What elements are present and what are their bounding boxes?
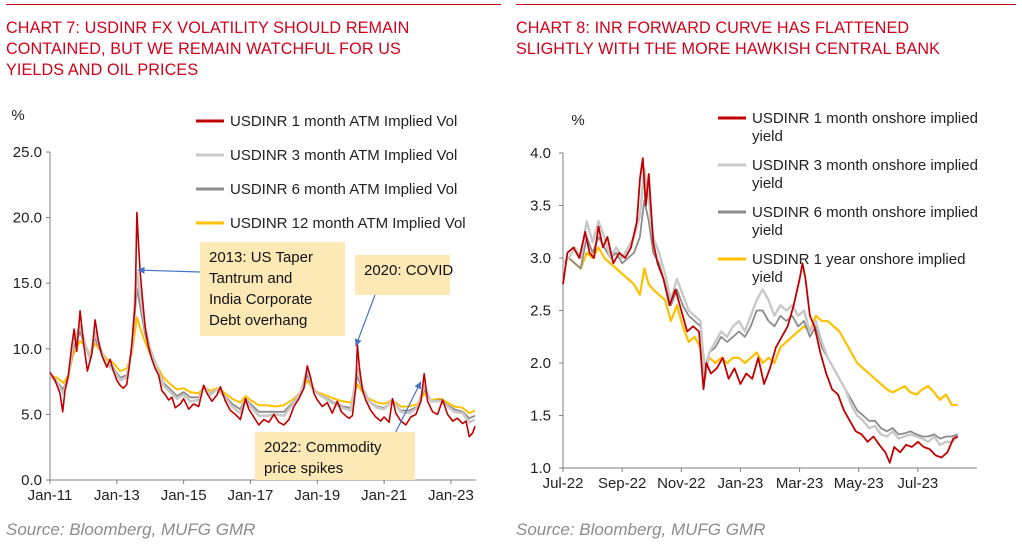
chart7-annotation-text: Debt overhang	[209, 312, 307, 329]
chart7-annotation-box	[255, 432, 415, 480]
chart8-title-line: CHART 8: INR FORWARD CURVE HAS FLATTENED	[516, 19, 910, 37]
chart7-y-tick-label: 5.0	[21, 406, 42, 423]
chart7-x-tick-label: Jan-13	[94, 487, 140, 504]
chart7-title-line: CHART 7: USDINR FX VOLATILITY SHOULD REM…	[6, 19, 410, 37]
chart7-annotation-box	[200, 242, 345, 336]
chart8-x-tick-label: Nov-22	[657, 475, 705, 492]
chart7-title-line: YIELDS AND OIL PRICES	[6, 61, 199, 79]
chart8-x-tick-label: Mar-23	[776, 475, 824, 492]
chart8-y-tick-label: 1.5	[530, 408, 551, 425]
chart7-annotation-text: India Corporate	[209, 291, 312, 308]
chart8-y-tick-label: 3.5	[530, 198, 551, 215]
chart8-top-rule	[516, 4, 1016, 5]
chart8-x-tick-label: Jul-22	[543, 475, 584, 492]
chart7-annotation-arrow	[355, 294, 376, 347]
chart7-annotation-text: 2022: Commodity	[264, 439, 382, 456]
chart7-x-tick-label: Jan-17	[228, 487, 274, 504]
chart7-y-tick-label: 0.0	[21, 472, 42, 489]
chart8-series-line	[562, 157, 959, 464]
chart8-series-line	[562, 246, 958, 407]
chart7-annotation-box	[355, 255, 450, 295]
chart7-y-tick-label: 15.0	[13, 275, 42, 292]
chart8-y-tick-label: 2.0	[530, 355, 551, 372]
chart7-top-rule	[6, 4, 501, 5]
chart8-y-axis-label: %	[571, 112, 584, 129]
chart7-source: Source: Bloomberg, MUFG GMR	[6, 520, 256, 539]
chart7-x-tick-label: Jan-21	[361, 487, 407, 504]
chart7-title: CHART 7: USDINR FX VOLATILITY SHOULD REM…	[6, 18, 409, 81]
chart7-y-tick-label: 20.0	[13, 210, 42, 227]
chart7-y-axis-label: %	[11, 107, 24, 124]
chart7-legend-label: USDINR 1 month ATM Implied Vol	[230, 113, 457, 130]
chart7-series-line	[49, 211, 476, 438]
chart8-title-line: SLIGHTLY WITH THE MORE HAWKISH CENTRAL B…	[516, 40, 941, 58]
chart7-annotation-text: 2013: US Taper	[209, 249, 313, 266]
chart7-annotation-arrowhead	[137, 266, 145, 274]
chart7-y-tick-label: 10.0	[13, 341, 42, 358]
chart8-series-line	[562, 167, 959, 447]
chart8-legend-label: yield	[752, 269, 783, 286]
chart7-annotation-arrow	[395, 381, 422, 433]
chart8-source: Source: Bloomberg, MUFG GMR	[516, 520, 766, 539]
chart8-legend-label: USDINR 3 month onshore implied	[752, 157, 978, 174]
chart7-annotation-arrow	[137, 269, 201, 273]
chart7-annotation-arrowhead	[414, 381, 421, 390]
chart8-y-tick-label: 4.0	[530, 145, 551, 162]
chart7-legend-label: USDINR 3 month ATM Implied Vol	[230, 147, 457, 164]
chart7-legend-label: USDINR 12 month ATM Implied Vol	[230, 215, 466, 232]
chart7-title-line: CONTAINED, BUT WE REMAIN WATCHFUL FOR US	[6, 40, 401, 58]
chart7-annotation-text: price spikes	[264, 460, 343, 477]
chart8-y-tick-label: 3.0	[530, 250, 551, 267]
chart7-legend-label: USDINR 6 month ATM Implied Vol	[230, 181, 457, 198]
chart7-y-tick-label: 25.0	[13, 144, 42, 161]
chart8-series-line	[562, 199, 959, 440]
chart8-title: CHART 8: INR FORWARD CURVE HAS FLATTENED…	[516, 18, 940, 60]
chart7-x-tick-label: Jan-15	[161, 487, 207, 504]
chart7-annotation-text: 2020: COVID	[364, 262, 453, 279]
chart8-x-tick-label: Jan-23	[717, 475, 763, 492]
chart7-x-tick-label: Jan-11	[28, 487, 73, 504]
chart7-x-tick-label: Jan-19	[294, 487, 340, 504]
chart8-x-tick-label: Jul-23	[897, 475, 938, 492]
chart8-x-tick-label: Sep-22	[598, 475, 646, 492]
chart8-legend-label: USDINR 1 year onshore implied	[752, 251, 965, 268]
chart8-legend-label: yield	[752, 222, 783, 239]
chart8-y-tick-label: 1.0	[530, 460, 551, 477]
chart7-annotation-arrowhead	[354, 338, 362, 347]
chart8-legend-label: USDINR 1 month onshore implied	[752, 110, 978, 127]
chart8-legend-label: yield	[752, 175, 783, 192]
chart7-annotation-text: Tantrum and	[209, 270, 292, 287]
chart8-x-tick-label: May-23	[834, 475, 884, 492]
chart8-legend-label: USDINR 6 month onshore implied	[752, 204, 978, 221]
chart7-x-tick-label: Jan-23	[428, 487, 474, 504]
chart8-legend-label: yield	[752, 128, 783, 145]
chart8-y-tick-label: 2.5	[530, 303, 551, 320]
